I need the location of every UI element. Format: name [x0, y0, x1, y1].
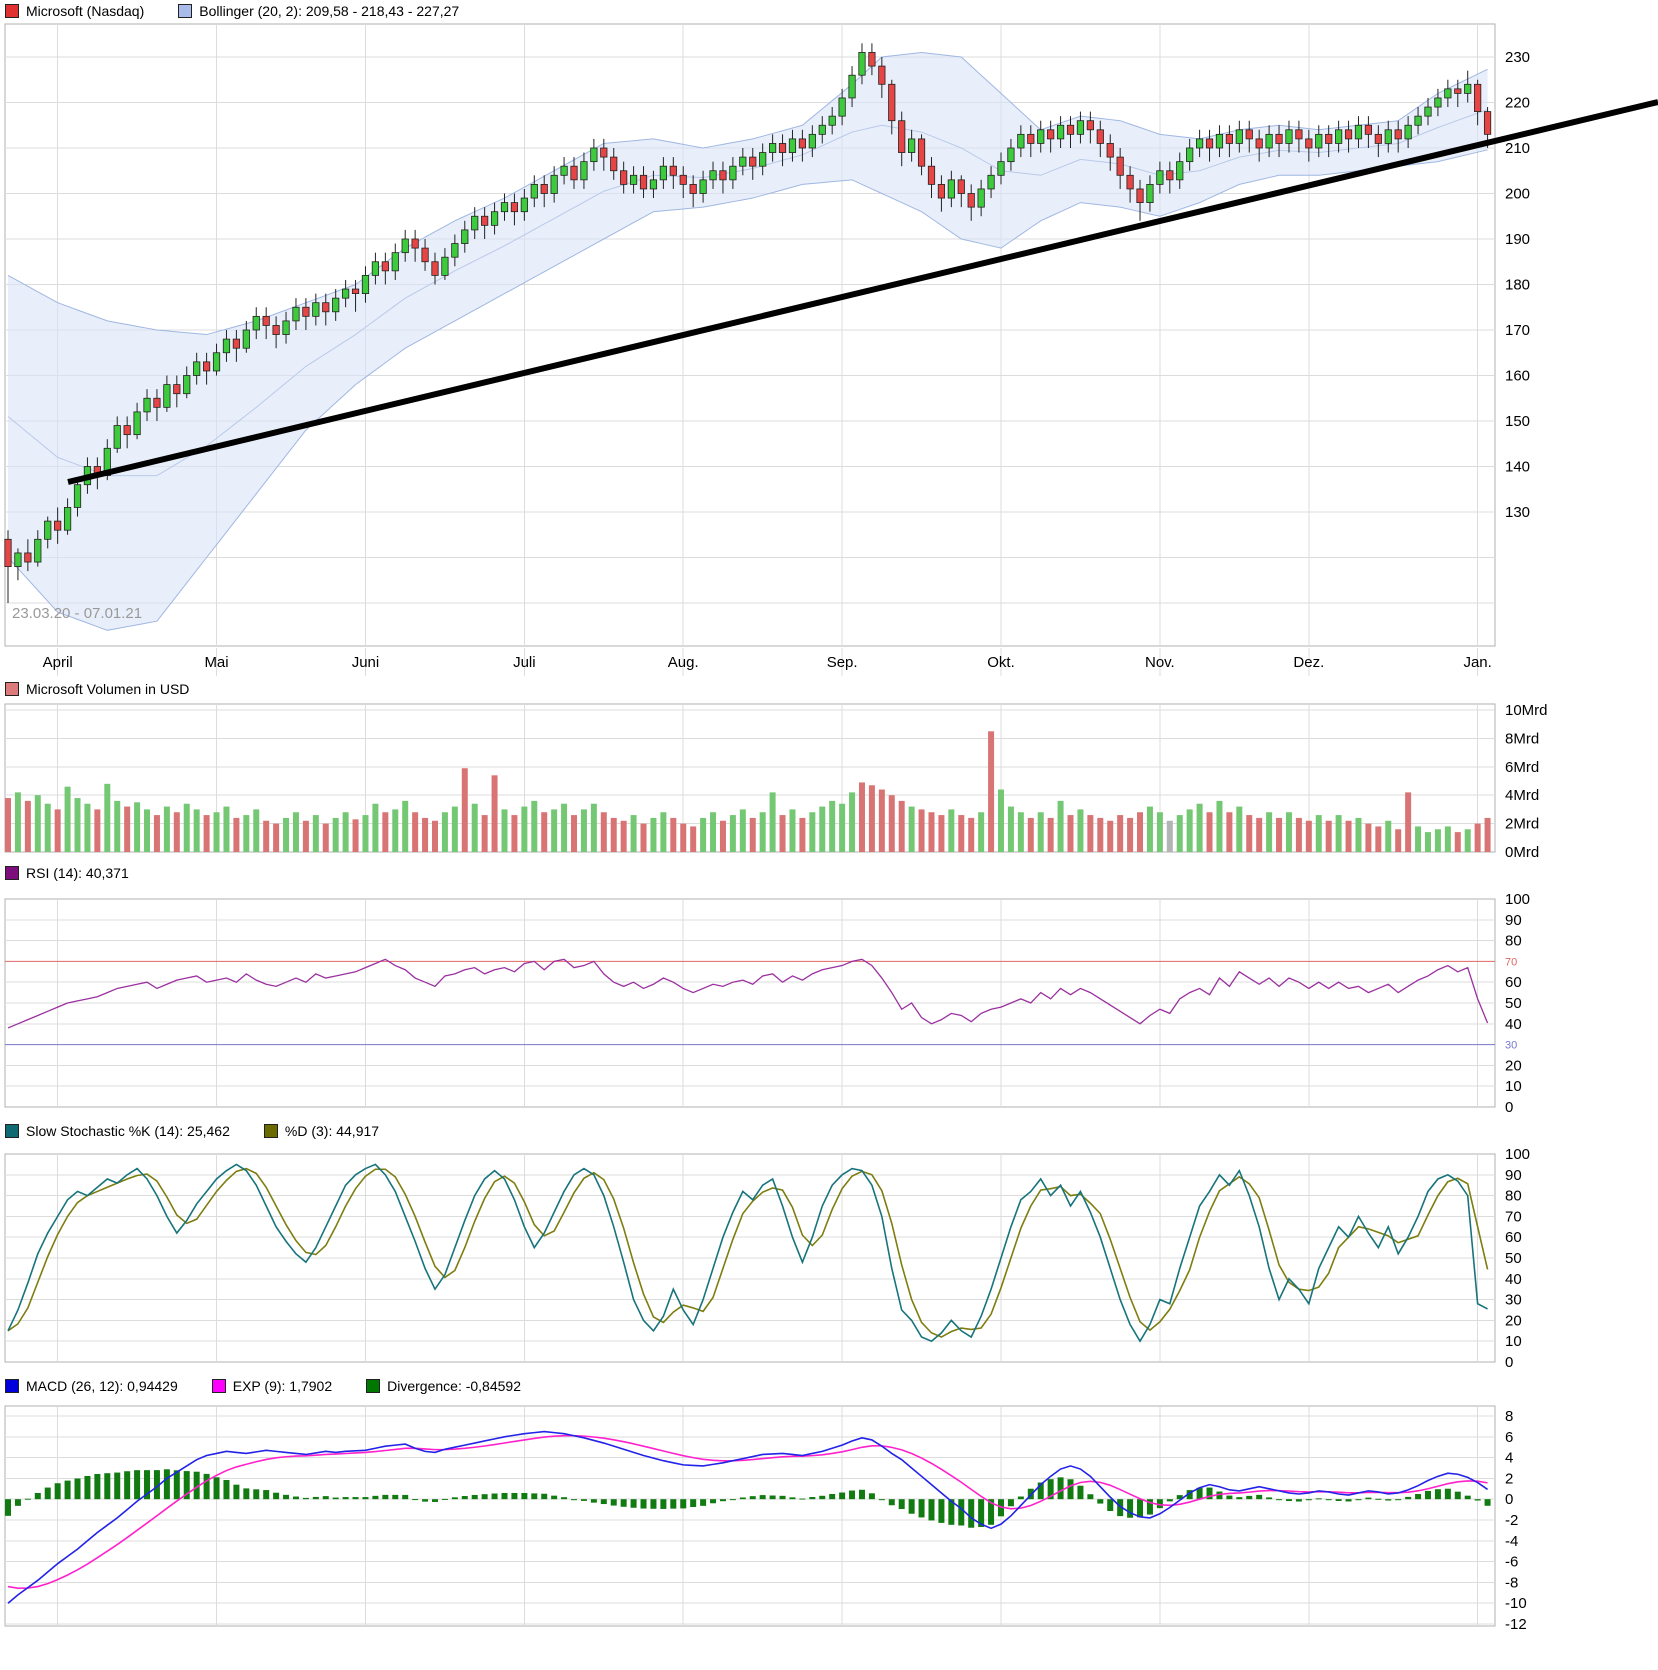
- month-axis: April Mai Juni Juli Aug. Sep. Okt. Nov. Dez. Jan.: [43, 648, 1492, 676]
- price-chart[interactable]: 230 220 210 200 190 180 170 160 150 140 130 23.03.2…: [0, 22, 1658, 648]
- svg-text:Jan.: Jan.: [1463, 654, 1491, 671]
- svg-text:220: 220: [1505, 95, 1530, 112]
- exp-legend-label: EXP (9): 1,7902: [232, 1378, 333, 1394]
- stoch-k-legend-label: Slow Stochastic %K (14): 25,462: [26, 1123, 230, 1139]
- macd-swatch-icon: [5, 1379, 19, 1393]
- svg-text:6Mrd: 6Mrd: [1505, 759, 1539, 776]
- svg-text:90: 90: [1505, 912, 1522, 929]
- volume-chart[interactable]: 10Mrd 8Mrd 6Mrd 4Mrd 2Mrd 0Mrd: [0, 702, 1658, 857]
- svg-text:100: 100: [1505, 1148, 1530, 1163]
- svg-text:-2: -2: [1505, 1512, 1518, 1529]
- svg-text:210: 210: [1505, 140, 1530, 157]
- legend-item-exp: EXP (9): 1,7902: [211, 1378, 333, 1394]
- svg-text:10: 10: [1505, 1078, 1522, 1095]
- bollinger-legend-label: Bollinger (20, 2): 209,58 - 218,43 - 227…: [199, 3, 460, 19]
- svg-text:20: 20: [1505, 1057, 1522, 1074]
- legend-item-bollinger: Bollinger (20, 2): 209,58 - 218,43 - 227…: [178, 3, 459, 19]
- svg-text:Aug.: Aug.: [668, 654, 699, 671]
- svg-text:170: 170: [1505, 322, 1530, 339]
- svg-text:0: 0: [1505, 1354, 1513, 1368]
- svg-text:10: 10: [1505, 1333, 1522, 1350]
- svg-text:190: 190: [1505, 231, 1530, 248]
- svg-text:Sep.: Sep.: [827, 654, 858, 671]
- svg-text:70: 70: [1505, 956, 1517, 968]
- exp-swatch-icon: [211, 1379, 226, 1393]
- svg-text:180: 180: [1505, 277, 1530, 294]
- legend-item-divergence: Divergence: -0,84592: [366, 1378, 521, 1394]
- svg-text:60: 60: [1505, 974, 1522, 991]
- svg-text:4Mrd: 4Mrd: [1505, 787, 1539, 804]
- svg-text:-4: -4: [1505, 1533, 1518, 1550]
- svg-text:-8: -8: [1505, 1574, 1518, 1591]
- svg-text:0: 0: [1505, 1099, 1513, 1114]
- svg-text:200: 200: [1505, 186, 1530, 203]
- divergence-swatch-icon: [366, 1379, 381, 1393]
- svg-text:-6: -6: [1505, 1554, 1518, 1571]
- volume-swatch-icon: [5, 682, 19, 696]
- svg-text:130: 130: [1505, 504, 1530, 521]
- legend-item-microsoft: Microsoft (Nasdaq): [5, 3, 144, 19]
- svg-text:-10: -10: [1505, 1595, 1527, 1612]
- svg-text:80: 80: [1505, 933, 1522, 950]
- svg-text:-12: -12: [1505, 1616, 1527, 1630]
- svg-text:20: 20: [1505, 1312, 1522, 1329]
- svg-text:90: 90: [1505, 1167, 1522, 1184]
- svg-text:8Mrd: 8Mrd: [1505, 730, 1539, 747]
- svg-text:8: 8: [1505, 1408, 1513, 1425]
- bollinger-swatch-icon: [178, 4, 193, 18]
- svg-text:80: 80: [1505, 1188, 1522, 1205]
- svg-text:30: 30: [1505, 1292, 1522, 1309]
- svg-text:0: 0: [1505, 1491, 1513, 1508]
- svg-text:100: 100: [1505, 891, 1530, 908]
- legend-item-rsi: RSI (14): 40,371: [5, 865, 129, 881]
- stoch-d-legend-label: %D (3): 44,917: [284, 1123, 380, 1139]
- svg-text:50: 50: [1505, 995, 1522, 1012]
- svg-text:Dez.: Dez.: [1293, 654, 1324, 671]
- legend-item-volume: Microsoft Volumen in USD: [5, 681, 189, 697]
- stochastic-legend: Slow Stochastic %K (14): 25,462 %D (3): …: [0, 1114, 1658, 1148]
- date-range-label: 23.03.20 - 07.01.21: [12, 605, 142, 622]
- divergence-legend-label: Divergence: -0,84592: [387, 1378, 521, 1394]
- svg-text:30: 30: [1505, 1040, 1517, 1052]
- svg-text:40: 40: [1505, 1271, 1522, 1288]
- legend-item-macd: MACD (26, 12): 0,94429: [5, 1378, 178, 1394]
- svg-text:70: 70: [1505, 1208, 1522, 1225]
- svg-text:6: 6: [1505, 1429, 1513, 1446]
- rsi-legend-label: RSI (14): 40,371: [26, 865, 129, 881]
- stoch-d-swatch-icon: [263, 1124, 278, 1138]
- microsoft-legend-label: Microsoft (Nasdaq): [26, 3, 145, 19]
- svg-text:Nov.: Nov.: [1145, 654, 1175, 671]
- stoch-k-swatch-icon: [5, 1124, 19, 1138]
- macd-chart[interactable]: 8 6 4 2 0 -2 -4 -6 -8 -10 -12: [0, 1404, 1658, 1630]
- svg-text:150: 150: [1505, 413, 1530, 430]
- svg-text:50: 50: [1505, 1250, 1522, 1267]
- rsi-swatch-icon: [5, 866, 19, 880]
- svg-text:April: April: [43, 654, 73, 671]
- svg-text:140: 140: [1505, 459, 1530, 476]
- svg-text:Okt.: Okt.: [987, 654, 1015, 671]
- svg-text:2: 2: [1505, 1470, 1513, 1487]
- svg-text:Mai: Mai: [204, 654, 228, 671]
- rsi-legend: RSI (14): 40,371: [0, 857, 1658, 889]
- legend-item-stoch-d: %D (3): 44,917: [263, 1123, 380, 1139]
- svg-text:0Mrd: 0Mrd: [1505, 844, 1539, 857]
- svg-text:Juli: Juli: [513, 654, 536, 671]
- macd-legend-label: MACD (26, 12): 0,94429: [26, 1378, 178, 1394]
- macd-legend: MACD (26, 12): 0,94429 EXP (9): 1,7902 D…: [0, 1368, 1658, 1404]
- svg-text:4: 4: [1505, 1450, 1513, 1467]
- svg-text:230: 230: [1505, 49, 1530, 66]
- svg-text:40: 40: [1505, 1016, 1522, 1033]
- svg-text:2Mrd: 2Mrd: [1505, 816, 1539, 833]
- price-chart-legend: Microsoft (Nasdaq) Bollinger (20, 2): 20…: [0, 0, 1658, 22]
- svg-text:10Mrd: 10Mrd: [1505, 702, 1548, 719]
- microsoft-swatch-icon: [5, 4, 19, 18]
- svg-text:Juni: Juni: [352, 654, 380, 671]
- volume-legend-label: Microsoft Volumen in USD: [26, 681, 190, 697]
- volume-legend: Microsoft Volumen in USD: [0, 676, 1658, 702]
- svg-text:160: 160: [1505, 368, 1530, 385]
- svg-text:60: 60: [1505, 1229, 1522, 1246]
- legend-item-stoch-k: Slow Stochastic %K (14): 25,462: [5, 1123, 230, 1139]
